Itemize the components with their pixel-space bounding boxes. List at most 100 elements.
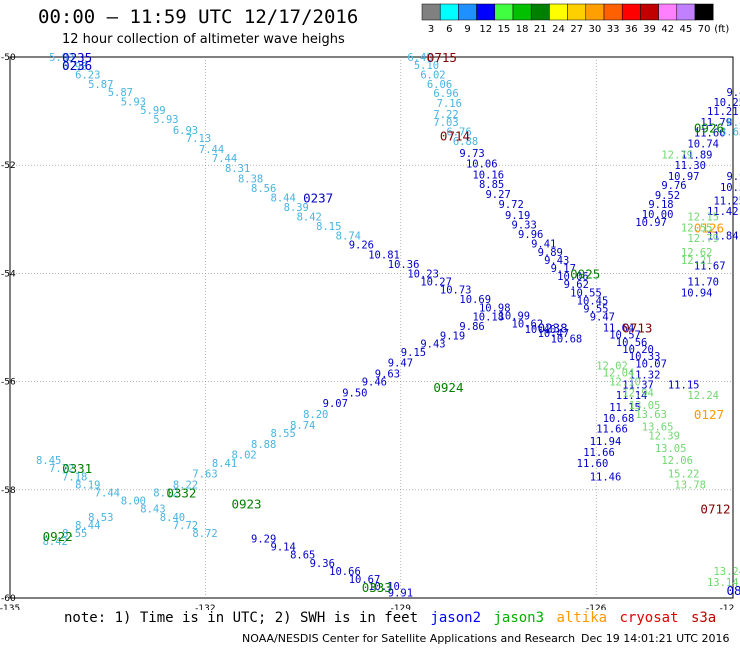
legend-label: 21 — [534, 24, 547, 35]
swh-value: 9.15 — [401, 347, 426, 359]
swh-value: 9.18 — [648, 199, 673, 211]
swh-value: 9.55 — [583, 304, 608, 316]
swh-value: 7.13 — [186, 133, 211, 145]
swh-value: 5.87 — [108, 87, 133, 99]
lon-tick-label: -132 — [195, 604, 215, 610]
lon-tick-label: -129 — [391, 604, 412, 610]
swh-value: 8.65 — [290, 550, 315, 562]
swh-value: 9.46 — [362, 377, 387, 389]
legend-label: 9 — [464, 24, 470, 35]
track-time-label: 0127 — [694, 407, 724, 422]
swh-value: 9.07 — [323, 398, 348, 410]
track-time-label: 0332 — [166, 486, 196, 501]
legend-swatch — [694, 3, 714, 21]
legend-label: 24 — [552, 24, 565, 35]
swh-value: 10.68 — [551, 333, 583, 345]
swh-value: 11.32 — [629, 370, 661, 382]
track-time-label: 0829 — [726, 583, 740, 598]
swh-value: 8.85 — [479, 179, 504, 191]
legend-label: 18 — [516, 24, 529, 35]
swh-value: 9.36 — [310, 558, 335, 570]
swh-value: 7.18 — [62, 471, 87, 483]
track-time-label: 0237 — [303, 191, 333, 206]
credit-date: Dec 19 14:01:21 UTC 2016 — [581, 632, 730, 645]
legend-label: 30 — [589, 24, 602, 35]
swh-value: 8.44 — [271, 193, 296, 205]
legend-label: 39 — [643, 24, 656, 35]
swh-value: 12.15 — [687, 212, 719, 224]
track-time-label: 0238 — [538, 321, 568, 336]
swh-value: 11.79 — [700, 117, 732, 129]
swh-value: 7.44 — [95, 488, 120, 500]
swh-value: 9.89 — [538, 247, 563, 259]
swh-value: 11.66 — [583, 447, 615, 459]
swh-value: 10.06 — [557, 271, 589, 283]
sat-jason2: jason2 — [430, 610, 482, 626]
swh-value: 7.16 — [437, 98, 462, 110]
swh-value: 12.55 — [681, 222, 713, 234]
swh-value: 9.91 — [388, 588, 413, 600]
swh-value: 11.89 — [681, 149, 713, 161]
swh-value: 11.42 — [707, 206, 739, 218]
swh-value: 8.44 — [75, 520, 100, 532]
units-note: note: 1) Time is in UTC; 2) SWH is in fe… — [64, 610, 419, 626]
swh-value: 12.06 — [661, 455, 693, 467]
swh-value: 10.47 — [538, 328, 570, 340]
swh-value: 12.94 — [622, 387, 654, 399]
swh-value: 9.42 — [726, 87, 740, 99]
page-subtitle: 12 hour collection of altimeter wave hei… — [62, 32, 345, 47]
swh-value: 10.07 — [635, 359, 667, 371]
swh-value: 11.21 — [707, 106, 739, 118]
swh-value: 10.40 — [525, 324, 557, 336]
swh-value: 9.19 — [440, 331, 465, 343]
swh-value: 8.43 — [140, 504, 165, 516]
swh-value: 8.47 — [726, 117, 740, 129]
swh-value: 9.50 — [342, 387, 367, 399]
swh-value: 11.60 — [577, 458, 609, 470]
swh-value: 9.41 — [531, 239, 556, 251]
sat-jason3: jason3 — [493, 610, 545, 626]
swh-value: 8.20 — [303, 409, 328, 421]
swh-value: 9.47 — [590, 312, 615, 324]
track-time-label: 0923 — [231, 496, 261, 511]
swh-value: 9.17 — [551, 263, 576, 275]
swh-value: 9.97 — [726, 171, 740, 183]
swh-value: 13.14 — [707, 577, 739, 589]
legend-label: 36 — [625, 24, 638, 35]
swh-value: 12.62 — [681, 247, 713, 259]
swh-value: 11.15 — [668, 379, 700, 391]
lat-tick-label: -50 — [1, 53, 16, 63]
swh-value: 10.58 — [720, 182, 740, 194]
swh-value: 8.12 — [153, 488, 178, 500]
swh-value: 6.23 — [75, 69, 100, 81]
legend-label: 15 — [498, 24, 511, 35]
swh-value: 5.93 — [121, 96, 146, 108]
swh-value: 7.72 — [173, 520, 198, 532]
swh-value: 10.98 — [479, 302, 511, 314]
swh-value: 5.93 — [153, 114, 178, 126]
swh-value: 10.94 — [681, 287, 713, 299]
swh-value: 8.19 — [75, 479, 100, 491]
swh-value: 9.96 — [518, 229, 543, 241]
legend-unit: (ft) — [714, 24, 729, 35]
swh-value: 10.81 — [368, 249, 400, 261]
swh-value: 8.88 — [251, 439, 276, 451]
swh-value: 6.88 — [453, 136, 478, 148]
swh-value: 8.00 — [121, 496, 146, 508]
color-legend: 3 6 9 12 15 18 21 24 27 30 33 36 39 42 45 70 (ft) — [421, 3, 729, 35]
swh-value: 9.27 — [485, 189, 510, 201]
swh-value: 11.14 — [616, 390, 648, 402]
swh-value: 10.06 — [466, 159, 498, 171]
track-time-label: 0922 — [43, 529, 73, 544]
swh-value: 11.46 — [590, 471, 622, 483]
swh-value: 10.18 — [472, 312, 504, 324]
swh-value: 6.02 — [420, 69, 445, 81]
track-time-label: 0925 — [570, 266, 600, 281]
swh-value: 8.74 — [336, 231, 361, 243]
legend-label: 45 — [680, 24, 693, 35]
swh-value: 8.41 — [212, 458, 237, 470]
swh-value: 10.57 — [609, 330, 641, 342]
swh-value: 10.99 — [499, 311, 531, 323]
swh-value: 9.43 — [544, 255, 569, 267]
swh-value: 8.55 — [62, 528, 87, 540]
